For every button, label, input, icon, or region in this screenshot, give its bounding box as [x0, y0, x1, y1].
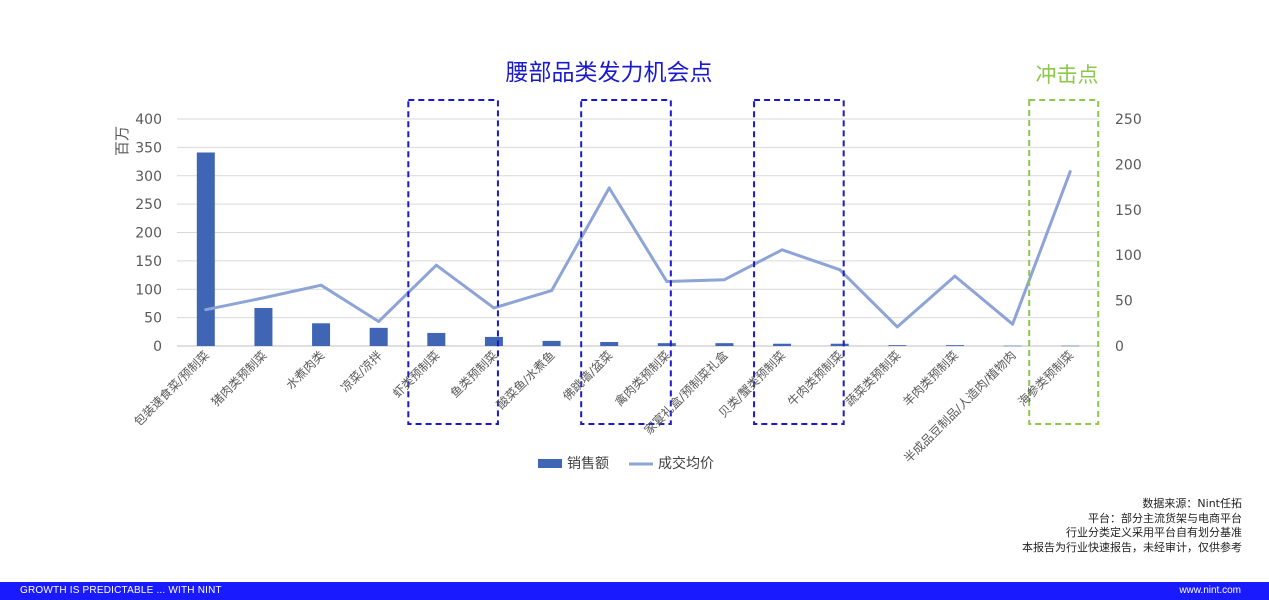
left-axis-tick-label: 150: [135, 254, 162, 270]
avg-price-point: [838, 268, 842, 272]
right-axis-tick-label: 250: [1115, 112, 1142, 128]
right-axis-tick-label: 50: [1115, 294, 1133, 310]
avg-price-point: [1011, 322, 1014, 326]
x-axis-category-label: 水煮肉类: [283, 348, 327, 392]
x-axis-category-label: 包装速食菜/预制菜: [131, 348, 212, 429]
x-axis-category-label: 蔬菜类预制菜: [843, 348, 904, 409]
bar-series: [196, 152, 1080, 347]
avg-price-point: [895, 325, 899, 329]
x-axis-category-label: 酸菜鱼/水煮鱼: [493, 348, 557, 412]
highlight-box: [407, 99, 499, 425]
legend-label-sales: 销售额: [567, 456, 609, 472]
bar-sales: [196, 152, 215, 346]
bar-sales: [657, 343, 676, 346]
bar-sales: [1061, 345, 1080, 347]
highlight-box: [753, 99, 845, 425]
left-axis-tick-label: 100: [135, 282, 162, 298]
x-axis-category-label: 羊肉类预制菜: [900, 348, 962, 410]
avg-price-point: [550, 289, 553, 293]
avg-price-point: [204, 308, 208, 312]
avg-price-line: [204, 170, 1072, 329]
bar-sales: [945, 345, 964, 346]
right-axis-tick-label: 200: [1115, 157, 1142, 173]
legend: 销售额 成交均价: [538, 455, 714, 472]
x-axis-category-label: 禽肉类预制菜: [611, 348, 673, 410]
x-axis-category-label: 凉菜/凉拌: [337, 348, 384, 395]
platform-line: 平台：部分主流货架与电商平台: [1088, 511, 1242, 525]
bar-sales: [484, 336, 503, 346]
right-axis-tick-label: 0: [1115, 339, 1124, 355]
x-axis-category-label: 鱼类预制菜: [448, 348, 500, 400]
avg-price-point: [492, 306, 496, 310]
bar-sales: [312, 323, 331, 346]
bar-sales: [888, 345, 907, 346]
left-axis-ticks: 0 50 100 150 200 250 300 350 400: [135, 112, 162, 355]
left-axis-tick-label: 400: [135, 112, 162, 128]
line-series: [204, 170, 1072, 329]
footer-slogan: GROWTH IS PREDICTABLE ... WITH NINT: [20, 585, 222, 596]
left-axis-unit-label: 百万: [113, 126, 131, 156]
legend-label-avg-price: 成交均价: [658, 455, 714, 472]
x-axis-category-label: 猪肉类预制菜: [209, 348, 270, 409]
bar-sales: [427, 332, 446, 346]
left-axis-tick-label: 50: [144, 311, 162, 327]
bar-sales: [254, 307, 273, 346]
legend-swatch-sales: [538, 459, 562, 468]
chart-title: 腰部品类发力机会点: [506, 60, 713, 86]
right-axis-tick-label: 150: [1115, 203, 1142, 219]
left-axis-tick-label: 350: [135, 140, 162, 156]
avg-price-point: [607, 186, 611, 190]
avg-price-point: [723, 278, 726, 282]
x-axis-category-label: 半成品豆制品/人造肉/植物肉: [901, 348, 1019, 466]
x-axis-category-label: 牛肉类预制菜: [784, 348, 846, 410]
avg-price-point: [1068, 170, 1072, 174]
right-axis-tick-label: 100: [1115, 248, 1142, 264]
highlight-box: [1028, 99, 1100, 425]
bar-sales: [830, 343, 849, 346]
bar-sales: [1003, 345, 1022, 347]
avg-price-point: [319, 283, 323, 287]
left-axis-tick-label: 300: [135, 169, 162, 185]
x-axis-category-label: 虾类预制菜: [390, 348, 442, 400]
callout-label: 冲击点: [1036, 63, 1099, 87]
avg-price-point: [262, 296, 265, 300]
highlight-box: [580, 99, 672, 425]
x-axis-category-label: 佛跳墙/盆菜: [560, 348, 615, 403]
footer-website-link[interactable]: www.nint.com: [1179, 585, 1241, 596]
highlight-boxes: [407, 99, 1100, 425]
chart: 0 50 100 150 200 250 300 350 400 0 50 100 150 200 250…: [113, 60, 1142, 472]
bar-sales: [369, 327, 388, 346]
right-axis-ticks: 0 50 100 150 200 250: [1115, 112, 1142, 355]
left-axis-tick-label: 200: [135, 226, 162, 242]
bar-sales: [600, 342, 619, 346]
avg-price-point: [780, 248, 784, 252]
left-axis-tick-label: 250: [135, 197, 162, 213]
left-axis-tick-label: 0: [153, 339, 162, 355]
category-definition-line: 行业分类定义采用平台自有划分基准: [1066, 526, 1242, 539]
disclaimer-line: 本报告为行业快速报告，未经审计，仅供参考: [1022, 540, 1242, 554]
footer-bar: GROWTH IS PREDICTABLE ... WITH NINT www.…: [0, 582, 1269, 600]
avg-price-point: [953, 274, 957, 278]
bar-sales: [773, 343, 792, 346]
bar-sales: [542, 340, 561, 346]
bar-sales: [715, 343, 734, 346]
data-source-notes: 数据来源：Nint任拓 平台：部分主流货架与电商平台 行业分类定义采用平台自有划…: [1022, 497, 1242, 555]
avg-price-point: [434, 263, 438, 267]
x-axis-category-label: 海参类预制菜: [1015, 348, 1077, 410]
avg-price-point: [377, 320, 381, 323]
avg-price-point: [665, 280, 669, 283]
source-line: 数据来源：Nint任拓: [1142, 497, 1242, 510]
